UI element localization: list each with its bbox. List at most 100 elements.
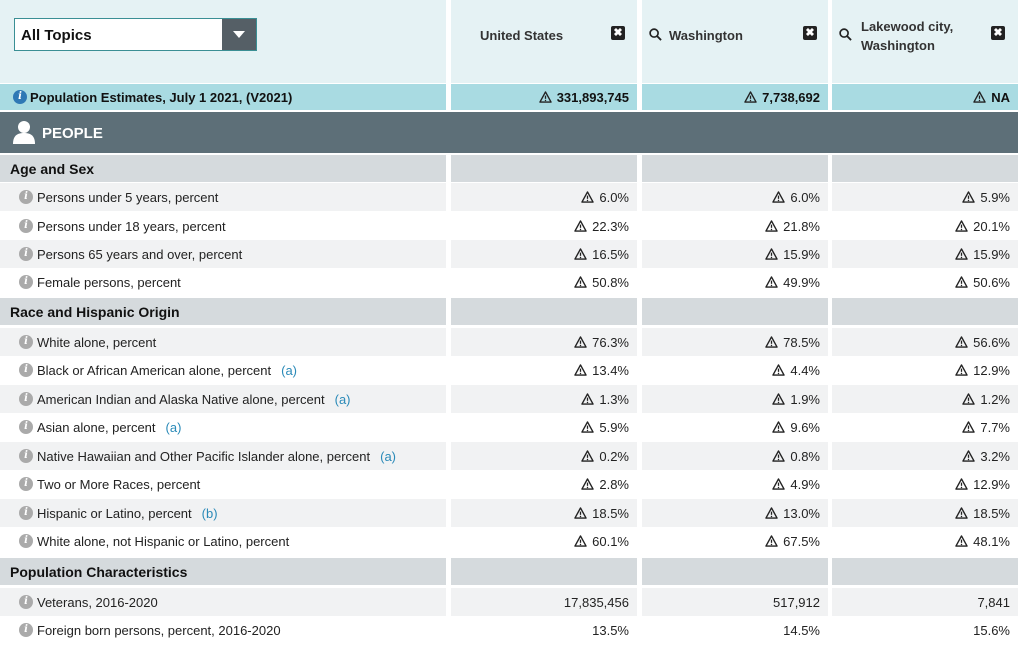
info-icon[interactable]: i bbox=[19, 420, 33, 434]
chevron-down-icon[interactable] bbox=[222, 19, 256, 50]
row-value: 18.5% bbox=[574, 506, 629, 521]
warning-icon[interactable] bbox=[574, 220, 587, 232]
info-icon[interactable]: i bbox=[19, 534, 33, 548]
warning-icon[interactable] bbox=[581, 191, 595, 203]
info-icon[interactable]: i bbox=[19, 392, 33, 406]
warning-icon[interactable] bbox=[538, 91, 552, 103]
warning-icon[interactable] bbox=[772, 191, 786, 203]
geo-header-washington: Washington ✖ bbox=[642, 0, 828, 83]
footnote-link[interactable]: (a) bbox=[334, 392, 351, 407]
warning-icon[interactable] bbox=[581, 450, 595, 462]
warning-icon[interactable] bbox=[955, 220, 968, 232]
warning-icon[interactable] bbox=[772, 450, 786, 462]
section-header-cell bbox=[642, 558, 828, 585]
info-icon[interactable]: i bbox=[19, 595, 33, 609]
warning-icon[interactable] bbox=[772, 421, 786, 433]
footnote-link[interactable]: (a) bbox=[380, 449, 397, 464]
row-label: Persons under 18 years, percent bbox=[37, 219, 226, 234]
row-value: 0.2% bbox=[581, 449, 629, 464]
table-row: i White alone, not Hispanic or Latino, pe… bbox=[0, 527, 446, 555]
close-icon[interactable]: ✖ bbox=[991, 26, 1005, 40]
warning-icon[interactable] bbox=[574, 507, 587, 519]
warning-icon[interactable] bbox=[772, 364, 786, 376]
value-cell: 6.0% bbox=[642, 183, 828, 211]
warning-icon[interactable] bbox=[955, 276, 968, 288]
footnote-link[interactable]: (b) bbox=[201, 506, 218, 521]
info-icon[interactable]: i bbox=[13, 90, 27, 104]
section-header-cell bbox=[642, 298, 828, 325]
info-icon[interactable]: i bbox=[19, 449, 33, 463]
value-cell: 50.8% bbox=[451, 268, 637, 296]
people-section-header[interactable]: PEOPLE bbox=[0, 112, 1018, 153]
section-header-cell bbox=[832, 155, 1018, 182]
warning-icon[interactable] bbox=[574, 535, 587, 547]
warning-icon[interactable] bbox=[574, 248, 587, 260]
warning-icon[interactable] bbox=[574, 364, 587, 376]
warning-icon[interactable] bbox=[581, 421, 595, 433]
warning-icon[interactable] bbox=[744, 91, 757, 103]
row-value: 9.6% bbox=[772, 420, 820, 435]
row-label: Hispanic or Latino, percent (b) bbox=[37, 506, 218, 521]
warning-icon[interactable] bbox=[962, 421, 976, 433]
population-estimate-value: 331,893,745 bbox=[538, 90, 629, 105]
warning-icon[interactable] bbox=[765, 276, 778, 288]
info-icon[interactable]: i bbox=[19, 623, 33, 637]
info-icon[interactable]: i bbox=[19, 219, 33, 233]
warning-icon[interactable] bbox=[581, 393, 595, 405]
warning-icon[interactable] bbox=[574, 276, 587, 288]
search-icon[interactable] bbox=[649, 28, 662, 41]
warning-icon[interactable] bbox=[581, 478, 595, 490]
warning-icon[interactable] bbox=[955, 478, 968, 490]
topics-select[interactable]: All Topics bbox=[14, 18, 257, 51]
value-cell: 22.3% bbox=[451, 212, 637, 240]
info-icon[interactable]: i bbox=[19, 190, 33, 204]
warning-icon[interactable] bbox=[962, 191, 976, 203]
warning-icon[interactable] bbox=[574, 336, 587, 348]
warning-icon[interactable] bbox=[955, 535, 968, 547]
info-icon[interactable]: i bbox=[19, 477, 33, 491]
warning-icon[interactable] bbox=[772, 393, 786, 405]
warning-icon[interactable] bbox=[765, 507, 778, 519]
warning-icon[interactable] bbox=[765, 336, 778, 348]
table-row: i Asian alone, percent (a) bbox=[0, 413, 446, 441]
info-icon[interactable]: i bbox=[19, 247, 33, 261]
footnote-link[interactable]: (a) bbox=[165, 420, 182, 435]
section-header-cell bbox=[451, 155, 637, 182]
row-value: 5.9% bbox=[581, 420, 629, 435]
warning-icon[interactable] bbox=[955, 248, 968, 260]
table-row: i Hispanic or Latino, percent (b) bbox=[0, 499, 446, 527]
geo-header-united-states: United States ✖ bbox=[451, 0, 637, 83]
warning-icon[interactable] bbox=[955, 507, 968, 519]
warning-icon[interactable] bbox=[765, 220, 778, 232]
info-icon[interactable]: i bbox=[19, 506, 33, 520]
warning-icon[interactable] bbox=[772, 478, 786, 490]
value-cell: 67.5% bbox=[642, 527, 828, 555]
value-cell: 16.5% bbox=[451, 240, 637, 268]
footnote-link[interactable]: (a) bbox=[281, 363, 298, 378]
warning-icon[interactable] bbox=[765, 535, 778, 547]
row-value: 3.2% bbox=[962, 449, 1010, 464]
warning-icon[interactable] bbox=[962, 450, 976, 462]
row-value: 12.9% bbox=[955, 477, 1010, 492]
row-value: 6.0% bbox=[581, 190, 629, 205]
close-icon[interactable]: ✖ bbox=[803, 26, 817, 40]
warning-icon[interactable] bbox=[962, 393, 976, 405]
table-row: i American Indian and Alaska Native alone… bbox=[0, 385, 446, 413]
table-row: i White alone, percent bbox=[0, 328, 446, 356]
people-section-title: PEOPLE bbox=[42, 125, 103, 142]
search-icon[interactable] bbox=[839, 28, 852, 41]
info-icon[interactable]: i bbox=[19, 363, 33, 377]
warning-icon[interactable] bbox=[955, 336, 968, 348]
row-value: 48.1% bbox=[955, 534, 1010, 549]
row-value: 76.3% bbox=[574, 335, 629, 350]
warning-icon[interactable] bbox=[765, 248, 778, 260]
warning-icon[interactable] bbox=[973, 91, 986, 103]
info-icon[interactable]: i bbox=[19, 275, 33, 289]
row-label: American Indian and Alaska Native alone,… bbox=[37, 392, 351, 407]
value-cell: 1.9% bbox=[642, 385, 828, 413]
warning-icon[interactable] bbox=[955, 364, 968, 376]
row-label: Asian alone, percent (a) bbox=[37, 420, 182, 435]
population-estimate-cell: 331,893,745 bbox=[451, 84, 637, 110]
info-icon[interactable]: i bbox=[19, 335, 33, 349]
close-icon[interactable]: ✖ bbox=[611, 26, 625, 40]
